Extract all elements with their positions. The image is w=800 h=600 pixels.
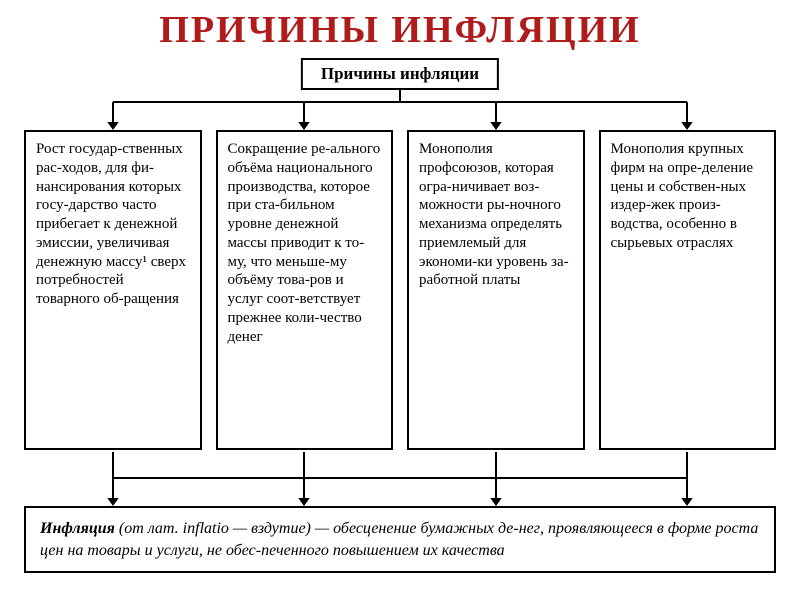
root-label: Причины инфляции: [321, 64, 479, 83]
cause-box-1: Рост государ-ственных рас-ходов, для фи-…: [24, 130, 202, 450]
definition-etym: (от лат. inflatio — вздутие): [119, 520, 311, 537]
cause-box-4: Монополия крупных фирм на опре-деление ц…: [599, 130, 777, 450]
cause-box-3: Монополия профсоюзов, которая огра-ничив…: [407, 130, 585, 450]
definition-box: Инфляция (от лат. inflatio — вздутие) — …: [24, 506, 776, 573]
page-title: ПРИЧИНЫ ИНФЛЯЦИИ: [0, 0, 800, 58]
cause-box-2: Сокращение ре-ального объёма национально…: [216, 130, 394, 450]
root-box: Причины инфляции: [301, 58, 499, 90]
definition-term: Инфляция: [40, 520, 115, 537]
cause-row: Рост государ-ственных рас-ходов, для фи-…: [20, 130, 780, 450]
